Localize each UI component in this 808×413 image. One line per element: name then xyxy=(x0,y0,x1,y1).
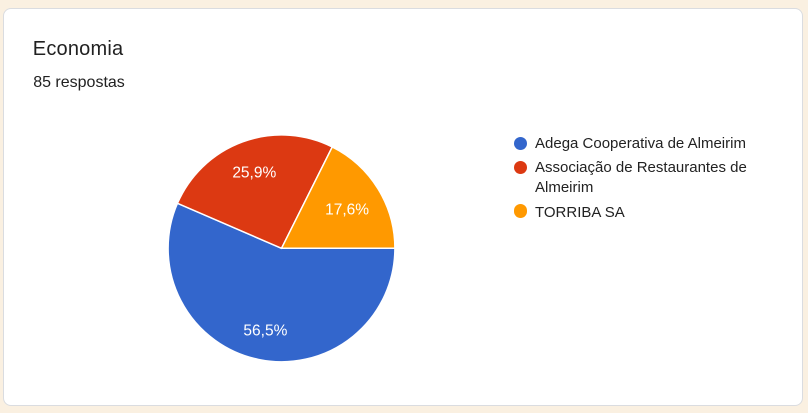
svg-text:17,6%: 17,6% xyxy=(325,202,369,219)
svg-text:25,9%: 25,9% xyxy=(232,164,276,181)
svg-text:56,5%: 56,5% xyxy=(243,322,287,339)
